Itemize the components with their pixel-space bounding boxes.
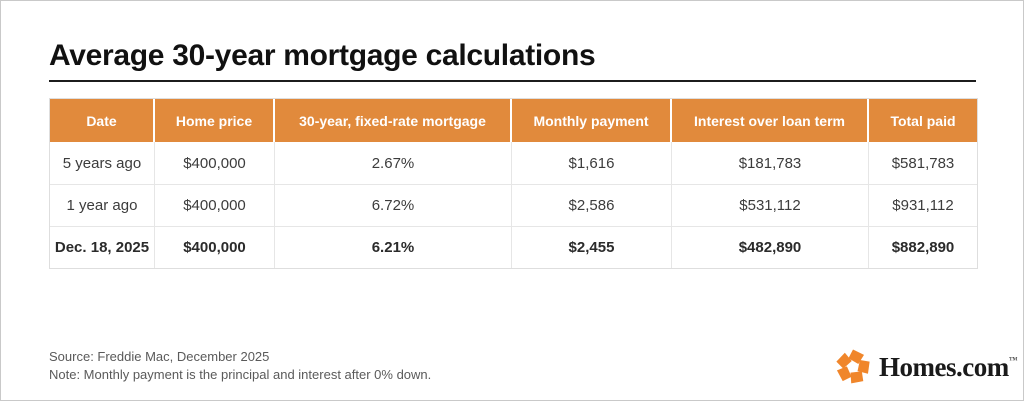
column-header-5: Total paid bbox=[869, 99, 977, 142]
table-cell: $482,890 bbox=[672, 226, 869, 268]
table-cell: $181,783 bbox=[672, 142, 869, 184]
mortgage-table: Date Home price 30-year, fixed-rate mortga… bbox=[50, 99, 977, 268]
column-header-4: Interest over loan term bbox=[672, 99, 869, 142]
table-cell: 1 year ago bbox=[50, 184, 155, 226]
table-cell: $1,616 bbox=[512, 142, 672, 184]
homes-pinwheel-icon bbox=[836, 349, 870, 384]
homes-com-logo: Homes.com™ bbox=[834, 346, 1018, 388]
column-header-0: Date bbox=[50, 99, 155, 142]
table-cell: $2,455 bbox=[512, 226, 672, 268]
table-cell: $882,890 bbox=[869, 226, 977, 268]
trademark-symbol: ™ bbox=[1008, 354, 1018, 365]
table-cell: $400,000 bbox=[155, 226, 275, 268]
table-row: Dec. 18, 2025 $400,000 6.21% $2,455 $482,890… bbox=[50, 226, 977, 268]
table-cell: 6.72% bbox=[275, 184, 512, 226]
table-cell: $2,586 bbox=[512, 184, 672, 226]
title-underline bbox=[49, 80, 976, 82]
table-cell: $400,000 bbox=[155, 184, 275, 226]
mortgage-table-container: Date Home price 30-year, fixed-rate mortga… bbox=[49, 98, 978, 269]
table-cell: $931,112 bbox=[869, 184, 977, 226]
logo-name: Homes.com bbox=[879, 351, 1009, 382]
table-row: 1 year ago $400,000 6.72% $2,586 $531,112 $93… bbox=[50, 184, 977, 226]
column-header-2: 30-year, fixed-rate mortgage bbox=[275, 99, 512, 142]
table-cell: $400,000 bbox=[155, 142, 275, 184]
page-title: Average 30-year mortgage calculations bbox=[49, 39, 596, 72]
table-cell: 2.67% bbox=[275, 142, 512, 184]
table-cell: 6.21% bbox=[275, 226, 512, 268]
homes-com-wordmark: Homes.com™ bbox=[879, 351, 1018, 382]
column-header-1: Home price bbox=[155, 99, 275, 142]
footnotes: Source: Freddie Mac, December 2025 Note:… bbox=[49, 348, 431, 384]
table-cell: 5 years ago bbox=[50, 142, 155, 184]
source-line: Source: Freddie Mac, December 2025 bbox=[49, 349, 270, 364]
table-cell: $531,112 bbox=[672, 184, 869, 226]
note-line: Note: Monthly payment is the principal a… bbox=[49, 367, 432, 382]
column-header-3: Monthly payment bbox=[512, 99, 672, 142]
table-cell: $581,783 bbox=[869, 142, 977, 184]
table-cell: Dec. 18, 2025 bbox=[50, 226, 155, 268]
table-header-row: Date Home price 30-year, fixed-rate mortga… bbox=[50, 99, 977, 142]
table-row: 5 years ago $400,000 2.67% $1,616 $181,783 $5… bbox=[50, 142, 977, 184]
